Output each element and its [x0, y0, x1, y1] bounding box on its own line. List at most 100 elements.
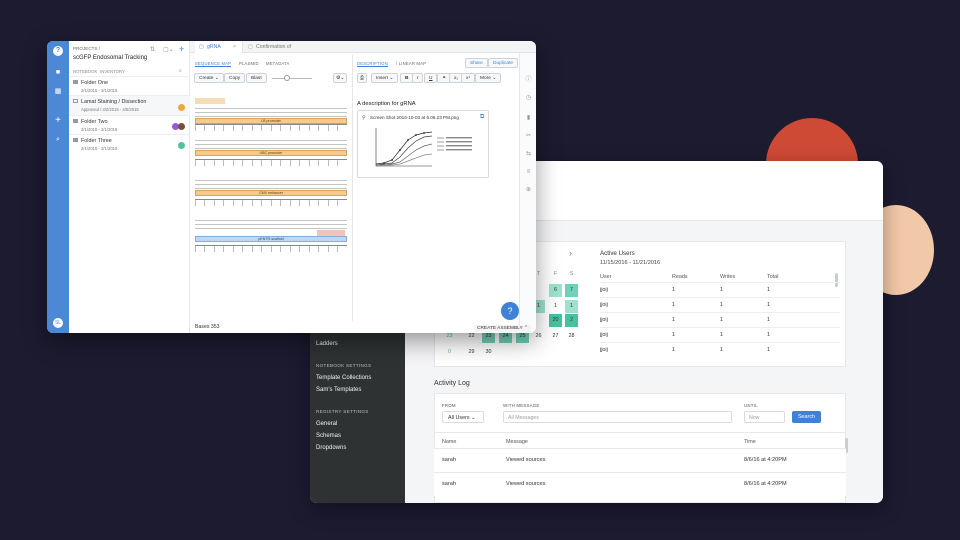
- sidebar-item-schemas[interactable]: Schemas: [316, 433, 342, 439]
- calendar-day[interactable]: 25: [516, 330, 529, 343]
- calendar-day[interactable]: 0: [448, 349, 451, 355]
- briefcase-icon[interactable]: ■: [55, 69, 61, 76]
- weekday-header: T: [536, 271, 541, 277]
- calendar-day[interactable]: 20: [549, 314, 562, 327]
- annotation-bar[interactable]: UBC promoter: [195, 150, 347, 156]
- info-icon[interactable]: ⓘ: [525, 77, 532, 83]
- search-button[interactable]: Search: [792, 411, 821, 423]
- activity-log-scrollbar[interactable]: [845, 438, 848, 453]
- calendar-day[interactable]: 7: [565, 284, 578, 297]
- calendar-day[interactable]: 27: [552, 333, 559, 339]
- sidebar-item-general[interactable]: General: [316, 421, 338, 427]
- calendar-day[interactable]: 1: [554, 303, 557, 309]
- calendar-day[interactable]: 23: [482, 330, 495, 343]
- view-toggle-icon[interactable]: ▢⌄: [163, 47, 174, 53]
- search-icon[interactable]: ⌕: [56, 136, 60, 143]
- document-tabs: ▢ gRNA × ▢ Confirmation of: [190, 41, 536, 53]
- next-week-chevron-icon[interactable]: ›: [569, 248, 572, 258]
- user-avatar-icon[interactable]: SL: [53, 318, 63, 328]
- list-icon[interactable]: ≡: [526, 169, 531, 175]
- calendar-day[interactable]: 23: [446, 333, 453, 339]
- scissors-icon[interactable]: ✂: [525, 133, 532, 139]
- table-row: jjoij 1 1 1: [600, 282, 840, 297]
- swap-icon[interactable]: ⇆: [525, 151, 532, 157]
- duplicate-button[interactable]: Duplicate: [488, 58, 518, 68]
- attachment-thumbnail-chart: [375, 128, 472, 167]
- insert-button[interactable]: Insert ⌄: [371, 73, 399, 83]
- calendar-day[interactable]: 1: [565, 300, 578, 313]
- calendar-day[interactable]: 30: [485, 349, 492, 355]
- more-label: More: [480, 76, 491, 81]
- superscript-icon[interactable]: x¹: [461, 73, 475, 83]
- tab-inventory[interactable]: INVENTORY: [100, 69, 125, 74]
- print-icon[interactable]: ⎙: [357, 73, 367, 83]
- column-header: Writes: [720, 274, 736, 280]
- help-button[interactable]: ?: [501, 302, 519, 320]
- calendar-day[interactable]: 24: [499, 330, 512, 343]
- from-user-select[interactable]: All Users ⌄: [442, 411, 484, 423]
- help-circle-icon[interactable]: ?: [53, 46, 63, 56]
- calendar-day[interactable]: 2: [565, 314, 578, 327]
- plus-icon[interactable]: +: [55, 115, 61, 126]
- calendar-day[interactable]: 28: [568, 333, 575, 339]
- linear-map-icon: /: [396, 61, 399, 66]
- folder-item[interactable]: Folder One 3/1/2015 - 3/1/2015: [69, 76, 190, 95]
- calendar-day[interactable]: 26: [535, 333, 542, 339]
- search-icon[interactable]: ⌕: [179, 68, 182, 74]
- attachment-card[interactable]: ⚲ Screen Shot 2016-10-03 at 6.05.23 PM.p…: [357, 110, 489, 178]
- tab-linear-map[interactable]: / LINEAR MAP: [396, 61, 426, 66]
- create-button[interactable]: Create ⌄: [194, 73, 224, 83]
- column-header: Name: [442, 439, 457, 445]
- share-button[interactable]: Share: [465, 58, 488, 68]
- add-icon[interactable]: +: [179, 44, 185, 54]
- tab-notebook[interactable]: NOTEBOOK: [73, 69, 98, 74]
- tab-description[interactable]: DESCRIPTION: [357, 61, 388, 67]
- folder-item[interactable]: Lamat Staining / Dissection Approved / 3…: [69, 95, 190, 115]
- create-assembly-button[interactable]: CREATE ASSEMBLY ⌃: [474, 325, 531, 332]
- sidebar-item-sams-templates[interactable]: Sam's Templates: [316, 387, 362, 393]
- calendar-day[interactable]: 29: [468, 349, 475, 355]
- gear-icon[interactable]: ⚙⌄: [333, 73, 348, 83]
- open-external-icon[interactable]: ⧉: [480, 114, 485, 120]
- column-header: Message: [506, 439, 528, 445]
- tab-sequence-map[interactable]: SEQUENCE MAP: [195, 61, 232, 67]
- sidebar-item-ladders[interactable]: Ladders: [316, 341, 338, 347]
- italic-icon[interactable]: I: [412, 73, 424, 83]
- projects-breadcrumb[interactable]: PROJECTS /: [73, 46, 101, 51]
- message-filter-input[interactable]: All Messages: [503, 411, 732, 423]
- sidebar-item-template-collections[interactable]: Template Collections: [316, 375, 372, 381]
- zoom-slider-handle[interactable]: [284, 75, 290, 81]
- tab-plasmid[interactable]: PLASMID: [239, 61, 259, 66]
- name-cell: sarah: [442, 481, 456, 487]
- tab-confirmation[interactable]: ▢ Confirmation of: [245, 41, 335, 53]
- annotation-bar[interactable]: CMV enhancer: [195, 190, 347, 196]
- clock-icon[interactable]: ◷: [525, 95, 532, 101]
- folder-item[interactable]: Folder Two 3/1/2015 - 3/1/2015: [69, 115, 190, 134]
- calendar-day[interactable]: 22: [468, 333, 475, 339]
- underline-icon[interactable]: U: [424, 73, 438, 83]
- until-date-input[interactable]: Now: [744, 411, 785, 423]
- copy-button[interactable]: Copy: [224, 73, 246, 83]
- description-text[interactable]: A description for gRNA: [357, 101, 416, 107]
- folder-date: Approved / 3/2/2015 - 4/5/2015: [81, 107, 139, 112]
- grid-icon[interactable]: ▦: [54, 88, 62, 95]
- sidebar-item-dropdowns[interactable]: Dropdowns: [316, 445, 347, 451]
- zoom-slider[interactable]: [272, 78, 312, 79]
- bookmark-icon[interactable]: ▮: [526, 115, 531, 121]
- annotation-bar[interactable]: LB promoter: [195, 118, 347, 124]
- active-users-scrollbar[interactable]: [835, 273, 838, 287]
- sequence-text: [195, 218, 347, 230]
- tab-metadata[interactable]: METADATA: [266, 61, 290, 66]
- annotation-bar[interactable]: pENTR-scaffold: [195, 236, 347, 242]
- settings-icon[interactable]: ⇅: [150, 47, 156, 53]
- target-icon[interactable]: ⊕: [525, 187, 532, 193]
- more-button[interactable]: More ⌄: [475, 73, 502, 83]
- close-icon[interactable]: ×: [233, 44, 237, 50]
- folder-item[interactable]: Folder Three 3/1/2015 - 3/1/2015: [69, 134, 190, 153]
- calendar-day[interactable]: 6: [549, 284, 562, 297]
- tab-grna[interactable]: ▢ gRNA ×: [195, 41, 243, 53]
- total-cell: 1: [767, 287, 770, 293]
- blast-button[interactable]: Blast: [246, 73, 267, 83]
- feature-label-box: [317, 230, 345, 236]
- reads-cell: 1: [672, 317, 675, 323]
